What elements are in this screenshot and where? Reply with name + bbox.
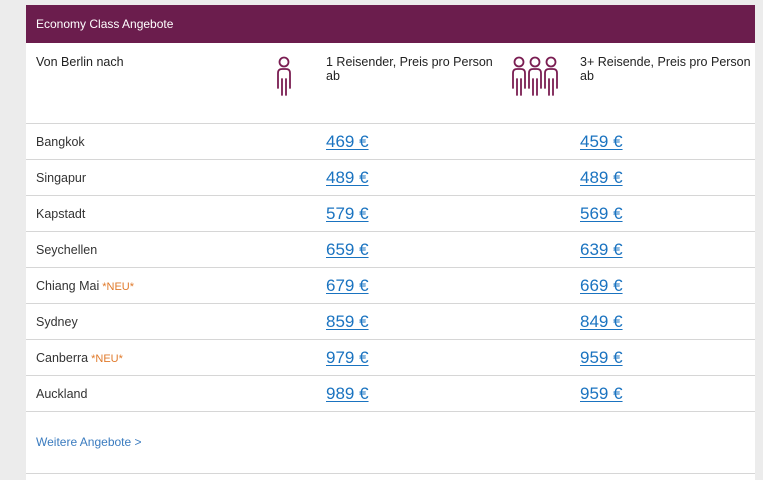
table-row: Auckland 989 € 959 € bbox=[26, 376, 755, 412]
group-price-link[interactable]: 489 € bbox=[580, 168, 623, 187]
table-row: Singapur 489 € 489 € bbox=[26, 160, 755, 196]
more-offers-link[interactable]: Weitere Angebote > bbox=[36, 435, 142, 449]
table-row: Bangkok 469 € 459 € bbox=[26, 124, 755, 160]
single-person-icon bbox=[277, 56, 291, 96]
table-row: Chiang Mai *NEU* 679 € 669 € bbox=[26, 268, 755, 304]
single-price-link[interactable]: 989 € bbox=[326, 384, 369, 403]
single-price-link[interactable]: 979 € bbox=[326, 348, 369, 367]
group-price-link[interactable]: 669 € bbox=[580, 276, 623, 295]
group-of-persons-icon bbox=[512, 56, 558, 96]
single-price-link[interactable]: 579 € bbox=[326, 204, 369, 223]
city-name: Chiang Mai *NEU* bbox=[36, 279, 135, 293]
group-price-link[interactable]: 849 € bbox=[580, 312, 623, 331]
from-column-label: Von Berlin nach bbox=[36, 55, 124, 69]
city-name: Singapur bbox=[36, 171, 87, 185]
table-row: Kapstadt 579 € 569 € bbox=[26, 196, 755, 232]
column-header: Von Berlin nach 1 Reisender, Preis pro P… bbox=[26, 43, 755, 124]
group-price-link[interactable]: 959 € bbox=[580, 348, 623, 367]
group-price-link[interactable]: 459 € bbox=[580, 132, 623, 151]
panel-title: Economy Class Angebote bbox=[26, 5, 755, 43]
single-price-link[interactable]: 469 € bbox=[326, 132, 369, 151]
offers-panel: Economy Class Angebote Von Berlin nach 1… bbox=[26, 5, 755, 480]
single-price-link[interactable]: 659 € bbox=[326, 240, 369, 259]
group-price-link[interactable]: 569 € bbox=[580, 204, 623, 223]
table-row: Canberra *NEU* 979 € 959 € bbox=[26, 340, 755, 376]
table-row: Seychellen 659 € 639 € bbox=[26, 232, 755, 268]
city-name: Bangkok bbox=[36, 135, 85, 149]
table-row: Sydney 859 € 849 € bbox=[26, 304, 755, 340]
group-traveler-column-label: 3+ Reisende, Preis pro Person ab bbox=[580, 55, 751, 83]
city-name: Auckland bbox=[36, 387, 88, 401]
single-traveler-column-label: 1 Reisender, Preis pro Person ab bbox=[326, 55, 493, 83]
divider bbox=[26, 473, 755, 474]
single-price-link[interactable]: 859 € bbox=[326, 312, 369, 331]
price-table: Bangkok 469 € 459 € Singapur 489 € 489 €… bbox=[26, 124, 755, 412]
city-name: Seychellen bbox=[36, 243, 98, 257]
city-name: Sydney bbox=[36, 315, 78, 329]
group-price-link[interactable]: 639 € bbox=[580, 240, 623, 259]
city-name: Canberra *NEU* bbox=[36, 351, 123, 365]
new-badge: *NEU* bbox=[102, 281, 135, 293]
single-price-link[interactable]: 679 € bbox=[326, 276, 369, 295]
single-price-link[interactable]: 489 € bbox=[326, 168, 369, 187]
group-price-link[interactable]: 959 € bbox=[580, 384, 623, 403]
new-badge: *NEU* bbox=[91, 353, 123, 365]
city-name: Kapstadt bbox=[36, 207, 86, 221]
